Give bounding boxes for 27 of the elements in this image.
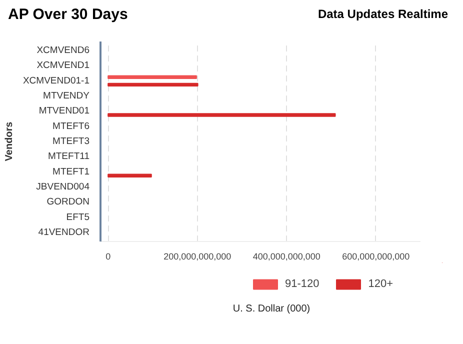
y-tick-label: XCMVEND1 [36, 60, 90, 72]
bar [108, 82, 198, 87]
x-axis-title: U. S. Dollar (000) [232, 304, 310, 314]
y-tick-label: GORDON [46, 196, 90, 208]
y-tick-label: JBVEND004 [36, 181, 90, 192]
x-tick-label: 400,000,000,000 [252, 252, 320, 262]
bar [108, 113, 336, 117]
bar [108, 174, 152, 178]
y-tick-label: XCMVEND01-1 [22, 75, 90, 86]
legend-label: 120+ [368, 278, 394, 290]
y-tick-label: 41VENDOR [38, 226, 90, 238]
y-tick-label: XCMVEND6 [36, 45, 90, 56]
bar [108, 75, 197, 79]
y-tick-label: MTVENDY [43, 90, 90, 102]
y-tick-label: MTEFT6 [52, 120, 90, 132]
y-axis-title: Vendors [4, 121, 15, 162]
x-tick-label: 0 [106, 252, 111, 262]
y-tick-label: MTEFT1 [52, 166, 90, 178]
x-tick-label: 600,000,000,000 [342, 252, 410, 262]
y-tick-label: MTVEND01 [38, 106, 90, 117]
legend-label: 91-120 [285, 278, 320, 290]
y-tick-label: MTEFT3 [52, 136, 90, 147]
y-tick-label: MTEFT11 [48, 151, 90, 162]
x-tick-label: 200,000,000,000 [164, 252, 232, 262]
y-tick-label: EFT5 [66, 212, 90, 223]
chart-subtitle: Data Updates Realtime [318, 6, 448, 24]
chart-title: AP Over 30 Days [8, 5, 128, 25]
